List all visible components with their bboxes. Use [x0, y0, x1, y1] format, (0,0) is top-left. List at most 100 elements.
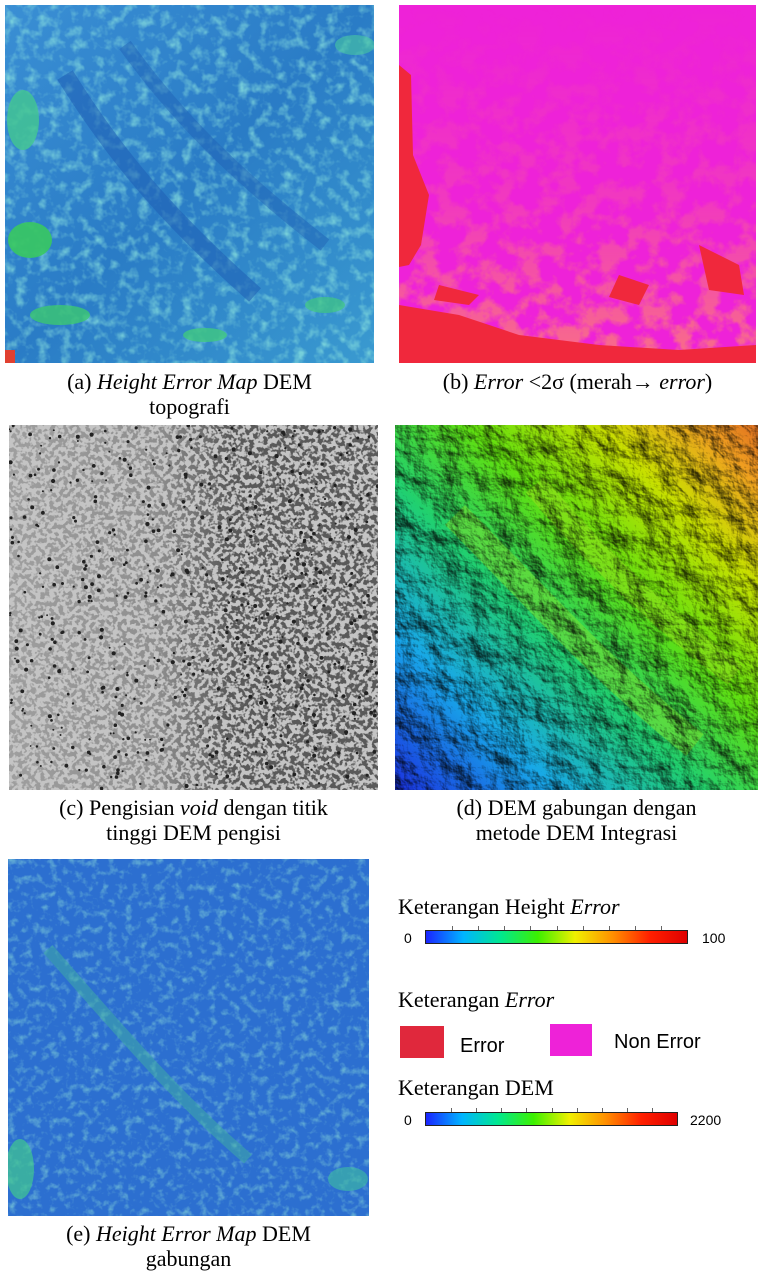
fill-point [355, 751, 359, 755]
fill-point [180, 640, 183, 642]
fill-point [147, 564, 149, 567]
fill-point [35, 523, 39, 527]
fill-point [367, 435, 371, 439]
fill-point [185, 784, 189, 788]
fill-point [153, 462, 156, 466]
fill-point [161, 502, 166, 507]
fill-point [328, 576, 332, 580]
fill-point [181, 500, 186, 504]
caption-e-italic: Height Error Map [96, 1221, 257, 1246]
fill-point [71, 667, 75, 671]
fill-point [115, 594, 118, 597]
fill-point [110, 557, 115, 562]
fill-point [228, 518, 232, 522]
fill-point [314, 567, 319, 571]
fill-point [345, 583, 348, 586]
caption-a: (a) Height Error Map DEM topografi [5, 369, 374, 419]
fill-point [40, 615, 44, 618]
fill-point [127, 463, 130, 466]
fill-point [101, 690, 104, 694]
fill-point [345, 451, 349, 455]
fill-point [125, 694, 128, 697]
fill-point [369, 659, 374, 664]
fill-point [318, 524, 321, 527]
fill-point [286, 664, 291, 669]
fill-point [262, 738, 266, 741]
fill-point [146, 581, 149, 584]
fill-point [281, 430, 285, 435]
fill-point [50, 637, 54, 641]
ramp-tick [608, 926, 610, 930]
ramp-tick [452, 926, 454, 930]
fill-point [200, 515, 205, 520]
fill-point [47, 557, 52, 562]
fill-point [298, 471, 302, 476]
fill-point [154, 599, 158, 603]
fill-point [69, 481, 72, 484]
fill-point [178, 435, 182, 439]
fill-point [279, 734, 283, 738]
fill-point [57, 713, 60, 717]
fill-point [145, 521, 150, 527]
fill-point [369, 710, 374, 715]
legend-height-error-max: 100 [702, 930, 726, 946]
fill-point [186, 758, 189, 761]
fill-point [375, 702, 378, 705]
fill-point [287, 499, 292, 504]
fill-point [216, 687, 220, 691]
fill-point [9, 430, 12, 433]
fill-point [294, 704, 298, 708]
fill-point [57, 434, 62, 439]
legend-error-swatch [400, 1026, 444, 1058]
fill-point [126, 671, 129, 674]
fill-point [266, 685, 269, 689]
fill-point [302, 721, 306, 725]
caption-a-italic: Height Error Map [97, 369, 258, 394]
legend-dem-title: Keterangan DEM [398, 1075, 554, 1100]
fill-point [228, 528, 233, 533]
fill-point [10, 698, 13, 702]
fill-point [313, 746, 318, 751]
fill-point [161, 609, 166, 614]
fill-point [200, 669, 205, 673]
fill-point [124, 561, 128, 565]
fill-point [136, 751, 140, 754]
fill-point [299, 672, 301, 675]
fill-point [265, 664, 270, 669]
fill-point [172, 529, 177, 533]
fill-point [123, 595, 128, 599]
fill-point [149, 738, 151, 741]
fill-point [367, 636, 372, 641]
fill-point [59, 734, 62, 736]
fill-point [30, 724, 33, 727]
fill-point [97, 574, 101, 579]
fill-point [155, 568, 160, 573]
fill-point [129, 473, 133, 477]
legend-error-label: Error [460, 1035, 505, 1057]
fill-point [265, 680, 268, 683]
fill-point [295, 586, 298, 590]
fill-point [257, 666, 261, 670]
fill-point [337, 751, 341, 755]
fill-point [264, 701, 268, 705]
fill-point [76, 440, 79, 442]
fill-point [154, 684, 157, 686]
fill-point [181, 690, 184, 694]
fill-point [35, 745, 39, 748]
fill-point [315, 582, 318, 585]
legend-error-title-plain: Keterangan [398, 987, 505, 1012]
fill-point [362, 601, 366, 605]
fill-point [146, 513, 150, 516]
fill-point [225, 630, 229, 635]
fill-point [315, 483, 318, 486]
fill-point [267, 671, 271, 675]
fill-point [373, 709, 377, 713]
fill-point [122, 457, 127, 462]
fill-point [184, 568, 189, 573]
fill-point [90, 599, 93, 603]
fill-point [91, 464, 96, 468]
fill-point [334, 559, 337, 562]
fill-point [225, 774, 230, 778]
fill-point [180, 673, 183, 676]
fill-point [259, 471, 263, 475]
